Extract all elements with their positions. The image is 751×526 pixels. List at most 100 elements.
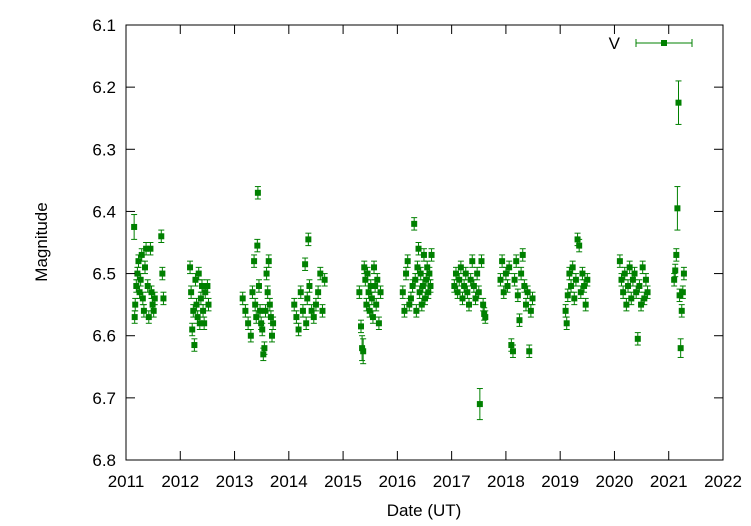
data-point — [371, 260, 378, 275]
point-marker — [261, 345, 268, 352]
point-marker — [364, 270, 371, 277]
x-tick-label: 2012 — [161, 472, 199, 491]
axis-ticks: 2011 2012 2013 2014 2015 2016 2017 2018 2019 2020… — [92, 16, 742, 491]
point-marker — [159, 270, 166, 277]
data-point — [404, 254, 411, 268]
point-marker — [644, 289, 651, 296]
data-point — [141, 260, 148, 275]
point-marker — [676, 292, 683, 299]
point-marker — [502, 270, 509, 277]
point-marker — [518, 270, 525, 277]
point-marker — [470, 283, 477, 289]
point-marker — [257, 307, 264, 314]
y-tick-label: 6.4 — [92, 202, 116, 221]
point-marker — [366, 307, 373, 314]
point-marker — [633, 289, 640, 296]
point-marker — [673, 251, 680, 258]
point-marker — [472, 295, 479, 302]
point-marker — [638, 301, 645, 308]
point-marker — [131, 223, 138, 230]
data-point — [302, 257, 309, 271]
data-point — [563, 316, 570, 330]
point-marker — [639, 264, 646, 271]
point-marker — [511, 276, 518, 283]
point-marker — [254, 189, 261, 196]
x-tick-label: 2021 — [650, 472, 688, 491]
point-marker — [377, 289, 384, 296]
point-marker — [242, 307, 249, 314]
point-marker — [522, 301, 529, 308]
data-point — [476, 388, 483, 421]
point-marker — [375, 320, 382, 327]
point-marker — [621, 270, 628, 277]
point-marker — [188, 289, 195, 296]
point-marker — [315, 289, 322, 296]
point-marker — [196, 320, 203, 327]
point-marker — [563, 320, 570, 327]
point-marker — [467, 276, 474, 283]
point-marker — [368, 295, 375, 302]
point-marker — [133, 283, 140, 289]
point-marker — [464, 289, 471, 296]
point-marker — [359, 345, 366, 352]
point-marker — [562, 307, 569, 314]
point-marker — [319, 307, 326, 314]
point-marker — [459, 295, 466, 302]
point-marker — [521, 283, 528, 289]
point-marker — [422, 295, 429, 302]
point-marker — [197, 295, 204, 302]
point-marker — [478, 258, 485, 265]
data-point — [147, 242, 154, 256]
data-point — [529, 291, 536, 306]
data-point — [526, 344, 533, 358]
x-tick-label: 2018 — [487, 472, 525, 491]
legend: V — [609, 34, 693, 53]
point-marker — [461, 283, 468, 289]
point-marker — [509, 348, 516, 355]
data-point — [509, 344, 516, 358]
point-marker — [304, 295, 311, 302]
point-marker — [413, 307, 420, 314]
data-point — [319, 304, 326, 318]
x-axis-title: Date (UT) — [387, 501, 462, 520]
point-marker — [148, 289, 155, 296]
data-point — [315, 285, 322, 299]
point-marker — [291, 301, 298, 308]
point-marker — [626, 264, 633, 271]
point-marker — [469, 258, 476, 265]
point-marker — [481, 310, 488, 317]
data-point — [521, 279, 528, 293]
point-marker — [139, 295, 146, 302]
data-point — [359, 335, 366, 362]
data-point — [247, 329, 254, 343]
point-marker — [299, 307, 306, 314]
data-point — [377, 285, 384, 299]
point-marker — [293, 314, 300, 321]
point-marker — [150, 307, 157, 314]
data-point — [306, 279, 313, 293]
point-marker — [204, 283, 211, 289]
point-marker — [579, 270, 586, 277]
data-point — [514, 288, 521, 303]
point-marker — [416, 289, 423, 296]
point-marker — [426, 270, 433, 277]
point-marker — [452, 270, 459, 277]
data-point — [159, 266, 166, 281]
point-marker — [504, 283, 511, 289]
point-marker — [623, 301, 630, 308]
data-point — [255, 279, 262, 293]
point-marker — [625, 283, 632, 289]
y-tick-label: 6.1 — [92, 16, 116, 35]
point-marker — [457, 264, 464, 271]
point-marker — [263, 270, 270, 277]
point-marker — [572, 276, 579, 283]
x-tick-label: 2013 — [216, 472, 254, 491]
point-marker — [618, 276, 625, 283]
y-tick-label: 6.3 — [92, 140, 116, 159]
data-point — [321, 273, 328, 287]
point-marker — [428, 251, 435, 258]
point-marker — [474, 270, 481, 277]
point-marker — [401, 307, 408, 314]
point-marker — [566, 270, 573, 277]
